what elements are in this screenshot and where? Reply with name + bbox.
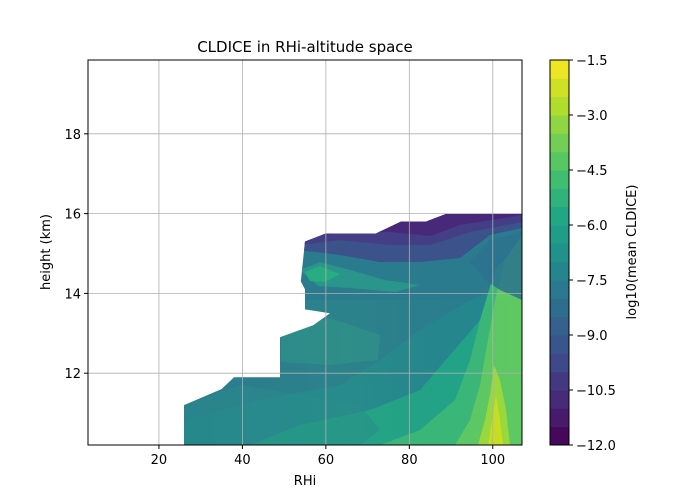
colorbar-ticks: −1.5 −3.0 −4.5 −6.0 −7.5 −9.0 −10.5 −12.0 (569, 54, 616, 454)
x-tick-label: 100 (480, 453, 505, 468)
colorbar-tick-label: −3.0 (576, 109, 608, 124)
x-axis-ticks: 20 40 60 80 100 (151, 445, 505, 468)
x-axis-label: RHi (294, 474, 316, 489)
colorbar-level (550, 78, 569, 98)
y-tick-label: 18 (64, 128, 81, 143)
x-tick-label: 20 (151, 453, 168, 468)
colorbar-level (550, 188, 569, 208)
colorbar-level (550, 353, 569, 373)
colorbar-frame (549, 59, 570, 446)
y-axis-label: height (km) (39, 214, 54, 290)
colorbar-level (550, 151, 569, 171)
colorbar-tick-label: −12.0 (576, 439, 616, 454)
colorbar-level (550, 261, 569, 281)
colorbar-level (550, 60, 569, 79)
colorbar-level (550, 426, 569, 446)
colorbar-label: log10(mean CLDICE) (625, 185, 640, 320)
colorbar-level (550, 408, 569, 428)
grid-lines (88, 60, 522, 445)
contour-level-teal-column (470, 232, 522, 300)
plot-frame (87, 59, 523, 446)
colorbar-tick-label: −10.5 (576, 384, 616, 399)
colorbar-level (550, 170, 569, 189)
colorbar-tick-label: −6.0 (576, 219, 608, 234)
y-tick-label: 14 (64, 287, 81, 302)
colorbar-level (550, 298, 569, 318)
colorbar-level (550, 243, 569, 263)
y-tick-label: 12 (64, 367, 81, 382)
colorbar-tick-label: −7.5 (576, 274, 608, 289)
colorbar-level (550, 96, 569, 116)
contour-level-tongue-core (305, 266, 340, 282)
x-tick-label: 60 (318, 453, 335, 468)
colorbar (550, 60, 569, 446)
colorbar-level (550, 206, 569, 226)
y-axis-ticks: 12 14 16 18 (64, 128, 88, 382)
contour-level-tongue (300, 262, 420, 292)
colorbar-level (550, 115, 569, 134)
colorbar-tick-label: −9.0 (576, 329, 608, 344)
colorbar-level (550, 371, 569, 391)
colorbar-level (550, 133, 569, 153)
x-tick-label: 80 (401, 453, 418, 468)
colorbar-level (550, 225, 569, 244)
colorbar-level (550, 390, 569, 409)
x-tick-label: 40 (234, 453, 251, 468)
colorbar-tick-label: −1.5 (576, 54, 608, 69)
colorbar-tick-label: −4.5 (576, 164, 608, 179)
colorbar-level (550, 316, 569, 336)
chart-title: CLDICE in RHi-altitude space (197, 38, 413, 56)
y-tick-label: 16 (64, 208, 81, 223)
colorbar-level (550, 335, 569, 354)
colorbar-level (550, 280, 569, 299)
